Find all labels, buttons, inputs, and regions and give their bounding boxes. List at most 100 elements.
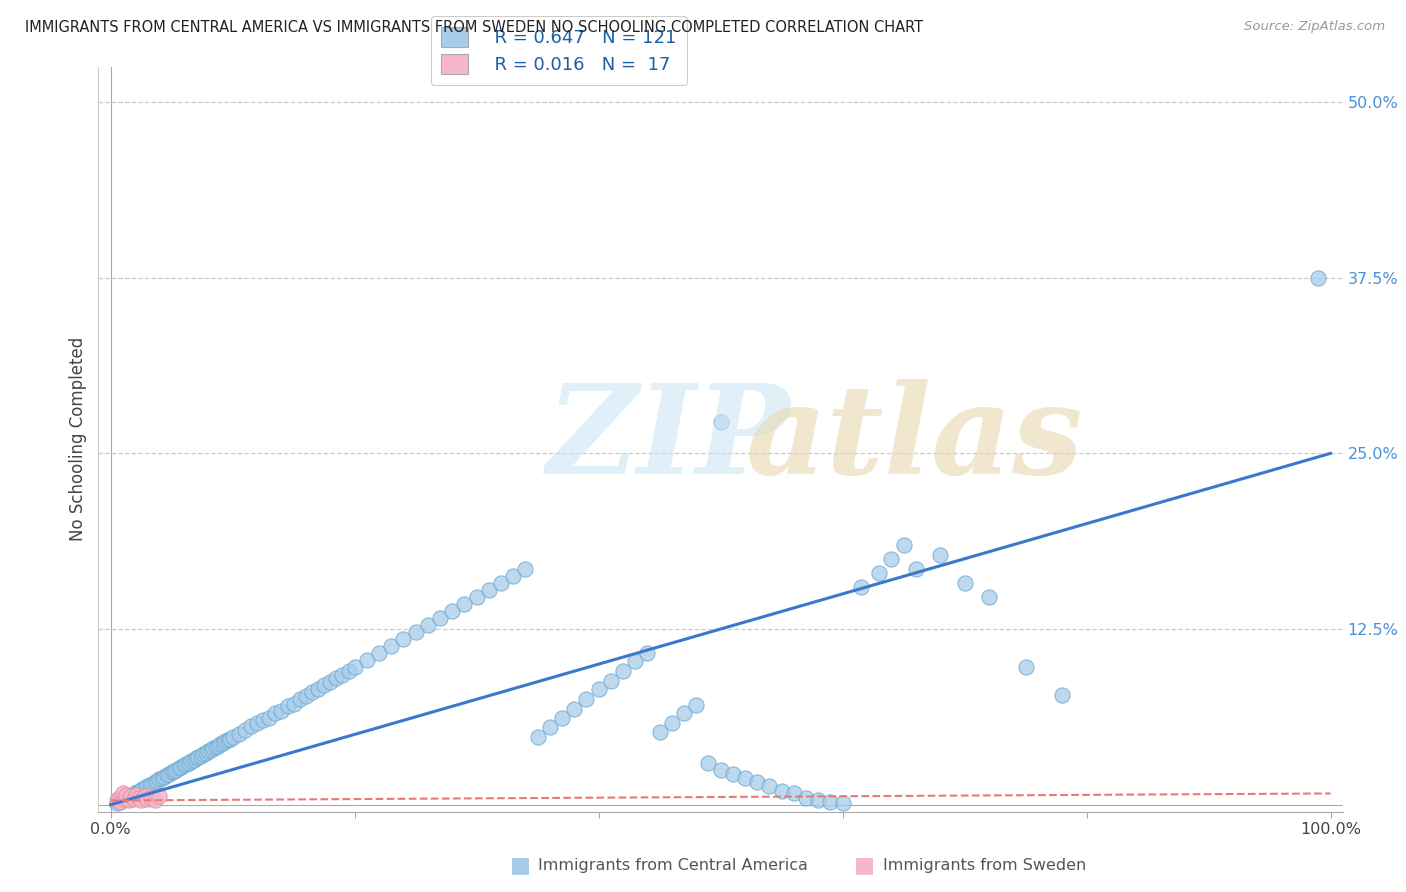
Point	[146, 773, 169, 788]
Point	[295, 690, 318, 704]
Point	[368, 646, 391, 660]
Point	[599, 673, 621, 688]
Point	[332, 668, 354, 682]
Point	[648, 724, 671, 739]
Point	[202, 741, 225, 756]
Point	[118, 792, 141, 806]
Point	[288, 692, 311, 706]
Point	[636, 646, 658, 660]
Point	[200, 743, 222, 757]
Point	[239, 719, 262, 733]
Point	[893, 538, 915, 552]
Point	[233, 723, 256, 738]
Point	[153, 770, 176, 784]
Point	[207, 739, 229, 753]
Text: IMMIGRANTS FROM CENTRAL AMERICA VS IMMIGRANTS FROM SWEDEN NO SCHOOLING COMPLETED: IMMIGRANTS FROM CENTRAL AMERICA VS IMMIG…	[25, 20, 924, 35]
Point	[252, 714, 274, 728]
Point	[108, 790, 131, 805]
Point	[148, 789, 170, 804]
Point	[588, 682, 610, 697]
Point	[118, 793, 141, 807]
Text: Immigrants from Sweden: Immigrants from Sweden	[883, 858, 1087, 872]
Point	[319, 675, 342, 690]
Point	[624, 654, 647, 668]
Point	[551, 710, 574, 724]
Point	[136, 792, 159, 806]
Point	[562, 702, 585, 716]
Point	[114, 792, 136, 806]
Point	[849, 580, 872, 594]
Point	[105, 793, 128, 807]
Point	[190, 748, 212, 763]
Point	[129, 783, 152, 797]
Point	[110, 795, 132, 809]
Point	[124, 787, 146, 801]
Point	[1014, 660, 1036, 674]
Point	[148, 772, 170, 787]
Point	[538, 720, 561, 734]
Point	[314, 678, 336, 692]
Point	[489, 575, 512, 590]
Point	[117, 790, 139, 805]
Point	[270, 704, 292, 718]
Point	[173, 758, 195, 772]
Point	[301, 685, 323, 699]
Point	[139, 790, 162, 805]
Point	[150, 771, 173, 785]
Text: Source: ZipAtlas.com: Source: ZipAtlas.com	[1244, 20, 1385, 33]
Point	[356, 653, 378, 667]
Point	[392, 632, 415, 646]
Point	[770, 783, 793, 797]
Point	[747, 775, 769, 789]
Point	[134, 780, 156, 795]
Point	[136, 780, 159, 794]
Point	[478, 582, 501, 597]
Point	[143, 775, 166, 789]
Point	[131, 782, 153, 797]
Point	[429, 611, 451, 625]
Point	[709, 416, 731, 430]
Point	[758, 780, 780, 794]
Point	[1050, 688, 1073, 702]
Point	[228, 727, 250, 741]
Point	[180, 754, 202, 768]
Point	[672, 706, 695, 721]
Point	[337, 664, 360, 678]
Point	[121, 788, 143, 802]
Text: Immigrants from Central America: Immigrants from Central America	[538, 858, 808, 872]
Point	[734, 771, 756, 785]
Point	[204, 740, 226, 755]
Point	[170, 760, 193, 774]
Point	[134, 789, 156, 804]
Point	[453, 597, 475, 611]
Point	[612, 664, 634, 678]
Point	[246, 716, 269, 731]
Point	[697, 756, 720, 770]
Point	[163, 764, 186, 778]
Point	[276, 699, 298, 714]
Point	[325, 671, 347, 685]
Point	[721, 766, 744, 780]
Point	[110, 795, 132, 809]
Point	[114, 792, 136, 806]
Point	[1308, 270, 1330, 285]
Point	[183, 753, 205, 767]
Point	[128, 790, 150, 805]
Point	[831, 797, 853, 811]
Point	[441, 604, 464, 618]
Point	[575, 692, 598, 706]
Point	[526, 730, 548, 744]
Point	[167, 761, 190, 775]
Point	[157, 766, 180, 780]
Point	[465, 590, 488, 604]
Point	[122, 792, 145, 806]
Point	[138, 778, 160, 792]
Point	[211, 736, 233, 750]
Point	[166, 763, 188, 777]
Point	[111, 793, 134, 807]
Point	[143, 793, 166, 807]
Point	[807, 793, 830, 807]
Point	[125, 788, 148, 802]
Point	[193, 747, 215, 761]
Point	[283, 697, 305, 711]
